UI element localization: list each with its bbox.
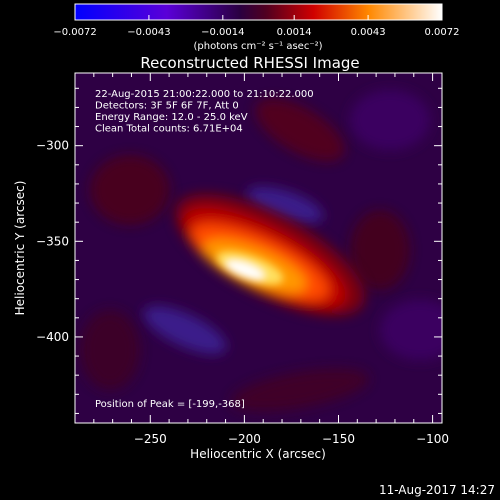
peak-position-label: Position of Peak = [-199,-368] — [95, 399, 245, 410]
x-axis: −250 −200 −150 −100 — [74, 73, 449, 446]
colorbar-gradient — [74, 3, 443, 21]
x-tick-label: −150 — [322, 432, 355, 446]
colorbar-tick-label: −0.0072 — [53, 27, 96, 38]
annotation-line: Detectors: 3F 5F 6F 7F, Att 0 — [95, 101, 239, 112]
annotation-line: 22-Aug-2015 21:00:22.000 to 21:10:22.000 — [95, 89, 314, 100]
colorbar: −0.0072 −0.0043 −0.0014 0.0014 0.0043 0.0072 … — [53, 3, 460, 52]
y-axis: −300 −350 −400 — [36, 87, 442, 414]
x-tick-label: −250 — [134, 432, 167, 446]
footer-timestamp: 11-Aug-2017 14:27 — [379, 483, 495, 497]
colorbar-tick-label: 0.0043 — [351, 27, 386, 38]
y-tick-label: −350 — [36, 234, 69, 248]
annotation-line: Energy Range: 12.0 - 25.0 keV — [95, 112, 248, 123]
y-tick-label: −400 — [36, 330, 69, 344]
plot-frame — [74, 72, 443, 424]
x-tick-label: −200 — [228, 432, 261, 446]
x-axis-label: Heliocentric X (arcsec) — [190, 447, 326, 461]
y-tick-label: −300 — [36, 139, 69, 153]
annotation-block: 22-Aug-2015 21:00:22.000 to 21:10:22.000… — [95, 89, 314, 135]
colorbar-ticks: −0.0072 −0.0043 −0.0014 0.0014 0.0043 0.0072 — [53, 15, 460, 38]
x-tick-label: −100 — [416, 432, 449, 446]
heatmap-image — [75, 73, 442, 423]
colorbar-tick-label: −0.0043 — [127, 27, 170, 38]
colorbar-tick-label: 0.0014 — [277, 27, 312, 38]
colorbar-unit-label: (photons cm⁻² s⁻¹ asec⁻²) — [193, 41, 322, 52]
colorbar-tick-label: −0.0014 — [201, 27, 244, 38]
colorbar-tick-label: 0.0072 — [425, 27, 460, 38]
annotation-line: Clean Total counts: 6.71E+04 — [95, 124, 243, 135]
y-axis-label: Heliocentric Y (arcsec) — [13, 181, 27, 316]
chart-title: Reconstructed RHESSI Image — [140, 54, 359, 72]
